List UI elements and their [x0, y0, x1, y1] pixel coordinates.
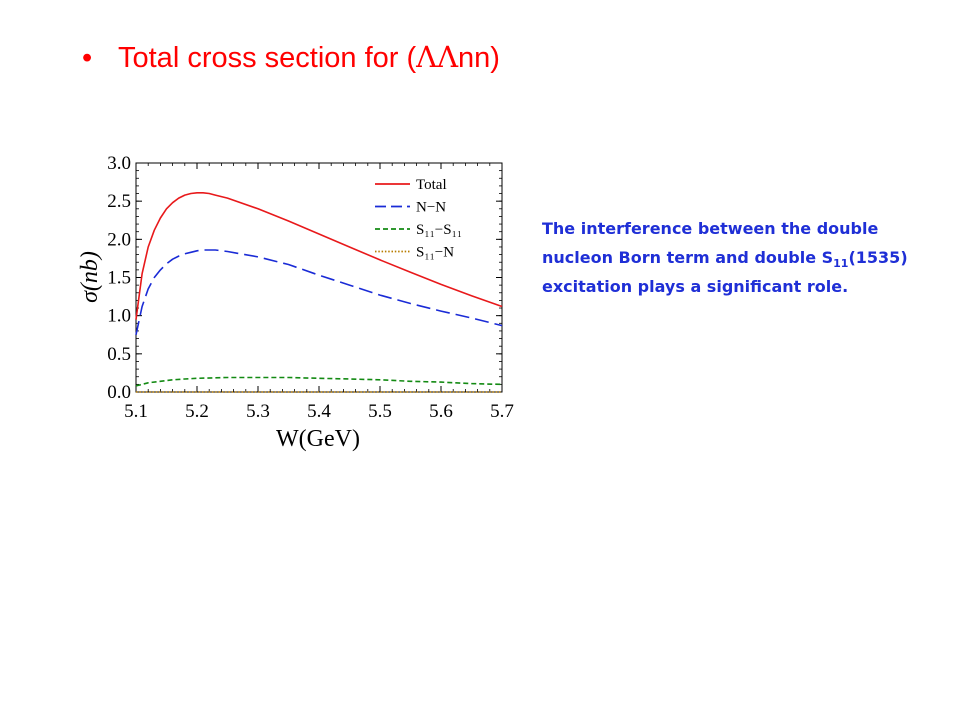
title-greek: ΛΛ [416, 40, 459, 74]
series-line-2 [135, 249, 503, 335]
y-tick-label: 2.0 [107, 229, 131, 250]
note-text-1: The interference between the double nucl… [542, 219, 879, 267]
y-tick-label: 0.0 [107, 382, 131, 403]
legend-label: Total [416, 177, 447, 193]
note-text-2: (1535) excitation plays a significant ro… [542, 248, 908, 296]
x-tick-label: 5.7 [490, 401, 514, 422]
note-subscript: 11 [833, 257, 849, 271]
y-tick-label: 1.0 [107, 306, 131, 327]
legend-label: S₁₁−S₁₁ [416, 222, 462, 238]
interference-note: The interference between the double nucl… [542, 214, 942, 301]
y-tick-label: 3.0 [107, 153, 131, 174]
series-layer [135, 192, 503, 393]
x-tick-label: 5.6 [429, 401, 453, 422]
x-tick-label: 5.4 [307, 401, 331, 422]
legend-label: N−N [416, 200, 446, 216]
axes-layer: 5.1 5.2 5.3 5.4 5.5 5.6 5.7 0.0 0.5 1.0 1.5 2.0 2.5 3… [107, 153, 514, 422]
title-prefix: Total cross section for ( [118, 42, 417, 74]
title-suffix: nn) [458, 42, 500, 74]
slide-title: • Total cross section for (ΛΛnn) [82, 40, 500, 75]
y-tick-label: 0.5 [107, 344, 131, 365]
x-tick-label: 5.3 [246, 401, 270, 422]
x-axis-label: W(GeV) [276, 426, 360, 452]
x-tick-label: 5.5 [368, 401, 392, 422]
bullet-icon: • [82, 42, 93, 74]
y-tick-label: 2.5 [107, 191, 131, 212]
y-tick-label: 1.5 [107, 268, 131, 289]
x-tick-label: 5.2 [185, 401, 209, 422]
y-axis-label: σ(nb) [77, 251, 103, 303]
legend-label: S₁₁−N [416, 245, 454, 261]
plot-frame [135, 162, 503, 393]
series-line-3 [135, 376, 503, 387]
x-tick-label: 5.1 [124, 401, 148, 422]
legend: Total N−N S₁₁−S₁₁ S₁₁−N [375, 177, 462, 261]
series-line-1 [135, 192, 503, 320]
